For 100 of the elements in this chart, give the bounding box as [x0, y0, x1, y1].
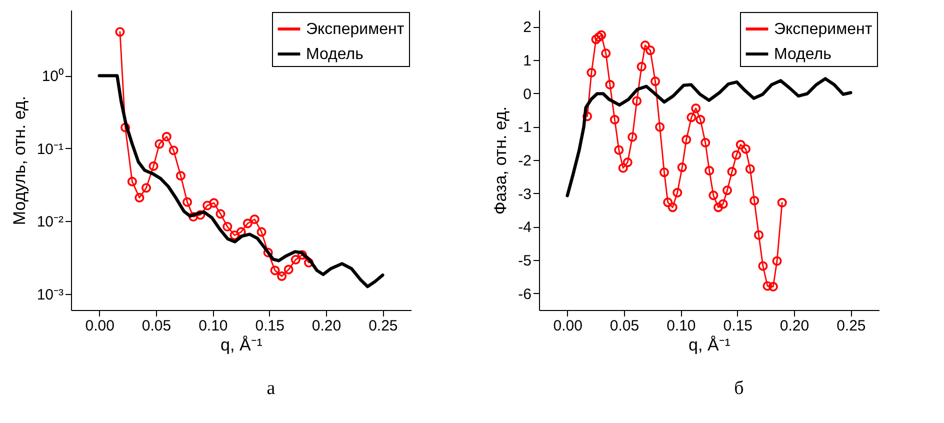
line-series — [566, 77, 852, 198]
point — [777, 198, 787, 208]
point — [196, 210, 206, 220]
legend-label: Модель — [774, 46, 832, 63]
point — [672, 188, 682, 198]
x-tick-label: 0.00 — [553, 318, 582, 334]
point — [256, 227, 266, 237]
y-tick-label: -4 — [518, 219, 532, 236]
y-tick-label: 10⁻³ — [36, 286, 64, 304]
point — [722, 186, 732, 196]
x-tick-label: 0.25 — [368, 318, 398, 334]
x-tick-label: 0.05 — [142, 318, 172, 334]
point — [202, 200, 212, 210]
point — [682, 134, 692, 144]
x-tick-label: 0.10 — [666, 318, 696, 334]
point — [700, 138, 710, 148]
point — [304, 258, 314, 268]
point — [134, 192, 144, 202]
y-tick-label: 1 — [523, 52, 532, 70]
point — [591, 34, 601, 44]
point — [168, 146, 178, 156]
point — [696, 114, 706, 124]
point — [601, 48, 611, 58]
y-axis-title: Модуль, отн. ед. — [10, 96, 29, 226]
point — [628, 132, 638, 142]
point — [230, 230, 240, 240]
point — [209, 198, 219, 208]
point — [618, 163, 628, 173]
point — [290, 254, 300, 264]
point — [640, 40, 650, 50]
point — [127, 176, 137, 186]
point — [659, 168, 670, 178]
legend-label: Модель — [306, 46, 364, 63]
point — [284, 264, 294, 274]
line-series — [98, 74, 384, 288]
point — [250, 214, 260, 224]
point — [596, 30, 606, 40]
point — [663, 198, 673, 208]
point — [655, 122, 665, 132]
point — [686, 112, 696, 122]
y-tick-label: 0 — [523, 86, 532, 103]
point — [148, 161, 158, 171]
point — [277, 271, 287, 281]
y-tick-label: -5 — [518, 252, 532, 270]
point — [732, 150, 742, 160]
point — [586, 68, 596, 78]
point — [176, 171, 186, 181]
point — [594, 32, 604, 42]
point — [740, 144, 750, 154]
y-tick-label: 10⁻¹ — [36, 140, 64, 158]
point — [762, 281, 772, 291]
point — [736, 140, 746, 150]
point — [704, 166, 714, 176]
point — [216, 209, 226, 219]
y-tick-label: -1 — [518, 119, 532, 136]
x-axis-title: q, Å⁻¹ — [220, 336, 263, 354]
text: б — [734, 378, 744, 399]
point — [636, 62, 646, 72]
x-tick-label: 0.15 — [255, 318, 284, 334]
point — [754, 230, 764, 240]
point — [758, 261, 768, 271]
point — [236, 227, 246, 237]
point — [582, 112, 592, 122]
point — [745, 164, 755, 174]
y-tick-label: -2 — [518, 152, 532, 170]
y-tick-label: -3 — [518, 186, 532, 203]
point — [242, 218, 252, 228]
point — [222, 222, 232, 232]
point — [115, 27, 125, 37]
point — [708, 190, 718, 200]
point — [668, 202, 678, 212]
y-tick-label: -6 — [518, 286, 532, 303]
point — [188, 212, 198, 222]
point — [182, 197, 192, 207]
point — [297, 250, 307, 260]
point — [605, 80, 615, 90]
point — [691, 104, 701, 114]
x-tick-label: 0.25 — [836, 318, 866, 334]
point — [120, 122, 130, 132]
point — [622, 158, 632, 168]
point — [714, 202, 724, 212]
point — [646, 46, 656, 56]
point — [772, 256, 782, 266]
text: а — [266, 378, 276, 399]
x-tick-label: 0.00 — [85, 318, 114, 334]
x-tick-label: 0.20 — [312, 318, 342, 334]
point — [141, 183, 152, 193]
x-axis-title: q, Å⁻¹ — [688, 336, 731, 354]
legend-label: Эксперимент — [774, 21, 873, 38]
x-tick-label: 0.20 — [780, 318, 810, 334]
y-tick-label: 2 — [523, 19, 532, 36]
point — [632, 96, 642, 106]
point — [263, 248, 273, 258]
legend-label: Эксперимент — [306, 21, 405, 38]
x-tick-label: 0.15 — [723, 318, 752, 334]
point — [650, 76, 660, 86]
y-axis-title: Фаза, отн. ед. — [491, 106, 510, 215]
x-tick-label: 0.05 — [610, 318, 640, 334]
point — [610, 114, 620, 124]
point — [614, 145, 624, 155]
